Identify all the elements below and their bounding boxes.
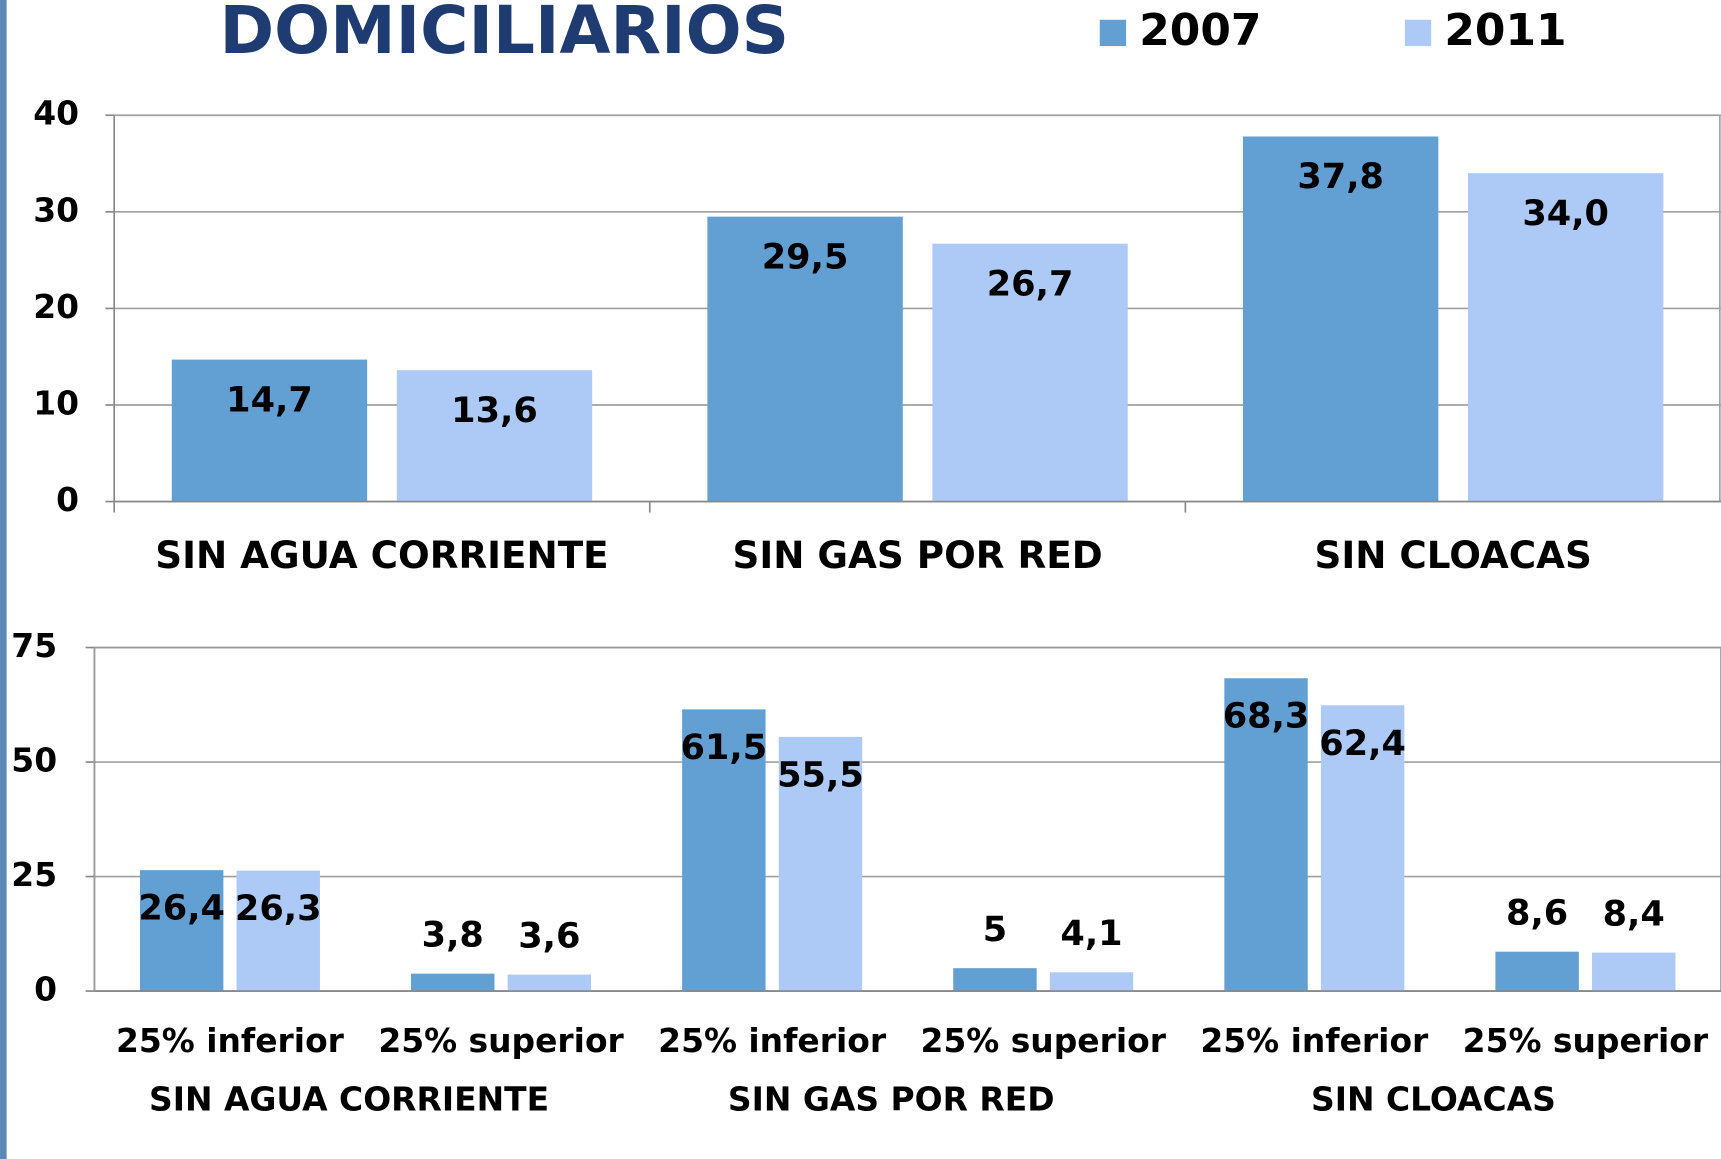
- y-tick-label: 30: [33, 190, 79, 229]
- group-label: SIN AGUA CORRIENTE: [149, 1079, 549, 1118]
- data-label: 34,0: [1522, 193, 1609, 234]
- x-tick-label: 25% inferior: [658, 1021, 887, 1060]
- y-tick-label: 0: [34, 970, 57, 1009]
- plot-border: [93, 646, 1721, 992]
- y-tick-label: 25: [11, 855, 57, 894]
- bar: [1467, 173, 1664, 502]
- bar: [778, 736, 863, 992]
- bar: [411, 973, 495, 992]
- data-label: 4,1: [1060, 913, 1122, 954]
- x-tick-label: 25% superior: [378, 1021, 624, 1060]
- y-tick-label: 40: [33, 94, 79, 133]
- data-label: 3,6: [518, 915, 580, 956]
- x-tick-label: SIN CLOACAS: [1314, 533, 1591, 577]
- bar: [707, 216, 903, 502]
- data-label: 14,7: [226, 379, 313, 420]
- legend-label: 2011: [1444, 5, 1566, 56]
- x-tick-label: SIN GAS POR RED: [732, 533, 1102, 577]
- bar: [1224, 678, 1308, 992]
- y-tick-label: 10: [33, 383, 79, 422]
- legend-label: 2007: [1139, 5, 1261, 56]
- group-label: SIN CLOACAS: [1311, 1079, 1556, 1118]
- data-label: 29,5: [762, 236, 849, 277]
- bar: [396, 370, 593, 502]
- y-tick-label: 0: [56, 480, 79, 519]
- data-label: 26,4: [138, 888, 225, 929]
- y-tick-label: 50: [11, 741, 57, 780]
- x-tick-label: 25% inferior: [1200, 1021, 1429, 1060]
- bar: [139, 870, 224, 992]
- x-tick-label: 25% superior: [1463, 1021, 1709, 1060]
- bar: [1320, 705, 1405, 992]
- data-label: 5: [983, 909, 1007, 950]
- data-label: 62,4: [1319, 723, 1406, 764]
- bar: [953, 968, 1037, 992]
- bar: [932, 243, 1128, 502]
- y-tick-label: 75: [11, 626, 57, 665]
- frame-edge: [0, 0, 7, 1159]
- data-label: 3,8: [422, 914, 484, 955]
- data-label: 8,4: [1603, 893, 1665, 934]
- y-tick-label: 20: [33, 287, 79, 326]
- bar: [171, 359, 368, 502]
- bar: [682, 709, 766, 992]
- bar: [236, 870, 320, 992]
- data-label: 8,6: [1506, 892, 1568, 933]
- bar: [1495, 951, 1579, 992]
- x-tick-label: SIN AGUA CORRIENTE: [155, 533, 608, 577]
- group-label: SIN GAS POR RED: [728, 1079, 1055, 1118]
- x-tick-label: 25% superior: [921, 1021, 1167, 1060]
- chart-title: DOMICILIARIOS: [220, 0, 789, 69]
- data-label: 68,3: [1223, 696, 1310, 737]
- bar: [1242, 136, 1439, 502]
- legend-swatch: [1404, 19, 1432, 47]
- bar: [1049, 972, 1134, 992]
- data-label: 26,7: [987, 263, 1074, 304]
- bar: [507, 974, 592, 992]
- data-label: 37,8: [1297, 156, 1384, 197]
- bar: [1592, 952, 1676, 992]
- legend-swatch: [1099, 19, 1127, 47]
- data-label: 26,3: [235, 888, 322, 929]
- x-tick-label: 25% inferior: [116, 1021, 345, 1060]
- data-label: 55,5: [777, 754, 864, 795]
- data-label: 13,6: [451, 390, 538, 431]
- data-label: 61,5: [681, 727, 768, 768]
